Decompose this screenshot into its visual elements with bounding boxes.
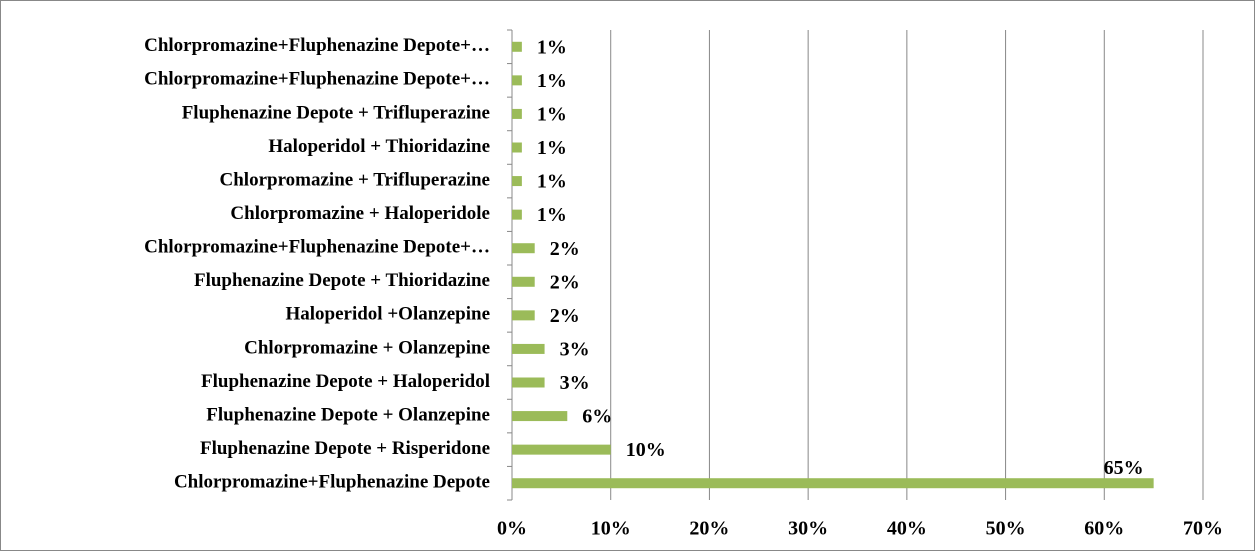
x-tick-label: 30% [788, 518, 828, 540]
bar [512, 478, 1154, 489]
y-tick-label: Chlorpromazine+Fluphenazine Depote+… [144, 35, 490, 56]
value-label: 2% [550, 238, 580, 260]
x-tick-label: 70% [1183, 518, 1223, 540]
bar [512, 411, 568, 422]
bar [512, 41, 522, 52]
y-tick-label: Fluphenazine Depote + Olanzepine [206, 404, 490, 425]
value-label: 1% [537, 36, 567, 58]
value-label: 1% [537, 204, 567, 226]
value-label: 2% [550, 305, 580, 327]
value-label: 6% [582, 406, 612, 428]
y-tick-label: Fluphenazine Depote + Risperidone [200, 438, 490, 459]
bar [512, 276, 535, 287]
x-tick-label: 40% [887, 518, 927, 540]
bar [512, 310, 535, 321]
value-label: 3% [560, 339, 590, 361]
y-tick-label: Fluphenazine Depote + Thioridazine [194, 270, 490, 291]
y-tick-label: Chlorpromazine + Olanzepine [244, 337, 490, 358]
value-label: 1% [537, 70, 567, 92]
value-label: 1% [537, 104, 567, 126]
value-label: 2% [550, 271, 580, 293]
value-label: 3% [560, 372, 590, 394]
bar [512, 377, 545, 388]
x-tick-label: 60% [1084, 518, 1124, 540]
bar [512, 343, 545, 354]
value-label: 10% [626, 439, 666, 461]
bar [512, 108, 522, 119]
y-tick-label: Chlorpromazine + Haloperidole [230, 203, 490, 224]
bar [512, 243, 535, 254]
y-tick-label: Chlorpromazine+Fluphenazine Depote [174, 472, 490, 493]
bar [512, 75, 522, 86]
y-tick-label: Fluphenazine Depote + Trifluperazine [182, 102, 490, 123]
bar [512, 142, 522, 153]
value-label: 65% [1104, 457, 1144, 479]
x-tick-label: 10% [591, 518, 631, 540]
y-tick-label: Chlorpromazine+Fluphenazine Depote+… [144, 69, 490, 90]
y-tick-label: Chlorpromazine + Trifluperazine [220, 169, 490, 190]
x-tick-label: 0% [497, 518, 527, 540]
bar [512, 209, 522, 220]
x-tick-label: 20% [689, 518, 729, 540]
value-label: 1% [537, 171, 567, 193]
bar [512, 444, 611, 455]
y-tick-label: Haloperidol + Thioridazine [268, 136, 490, 157]
y-tick-label: Fluphenazine Depote + Haloperidol [201, 371, 490, 392]
value-label: 1% [537, 137, 567, 159]
bar [512, 176, 522, 187]
y-tick-label: Haloperidol +Olanzepine [285, 304, 490, 325]
y-tick-label: Chlorpromazine+Fluphenazine Depote+… [144, 237, 490, 258]
x-tick-label: 50% [986, 518, 1026, 540]
